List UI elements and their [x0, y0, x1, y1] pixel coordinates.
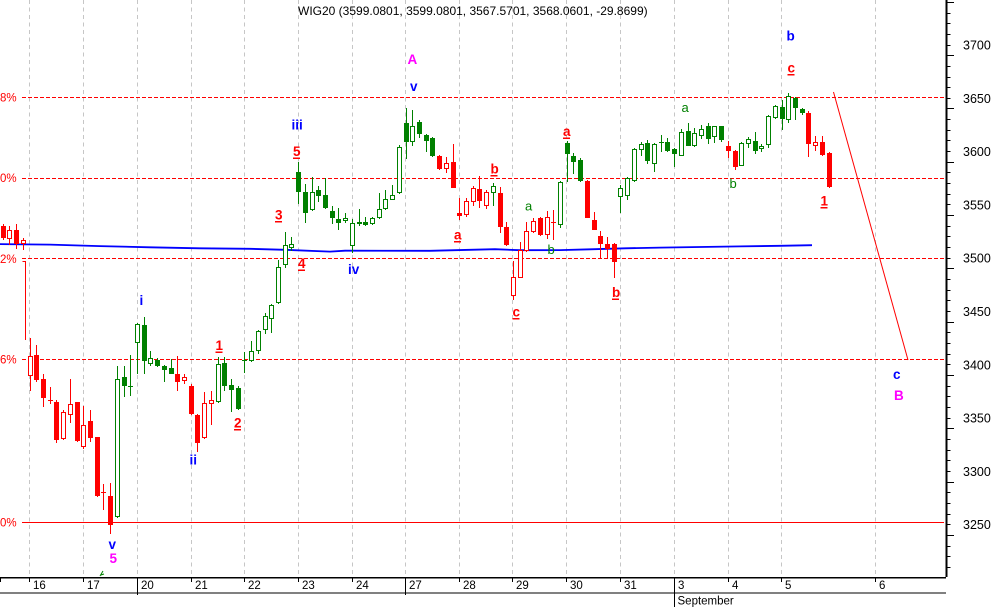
svg-text:B: B [894, 388, 904, 403]
svg-text:5: 5 [785, 580, 791, 592]
svg-text:29: 29 [516, 580, 529, 592]
svg-text:2: 2 [234, 416, 242, 431]
svg-text:1: 1 [821, 194, 829, 209]
svg-text:iv: iv [348, 262, 360, 277]
svg-text:1: 1 [216, 338, 224, 353]
svg-text:31: 31 [624, 580, 637, 592]
svg-text:5: 5 [293, 144, 301, 159]
svg-text:i: i [140, 293, 144, 308]
svg-text:3700: 3700 [963, 39, 991, 53]
svg-text:a: a [563, 124, 571, 139]
svg-text:v: v [109, 537, 117, 552]
svg-text:b: b [491, 162, 499, 177]
svg-text:3: 3 [678, 580, 684, 592]
svg-text:8%: 8% [0, 93, 17, 105]
svg-text:3: 3 [275, 208, 283, 223]
svg-text:WIG20 (3599.0801, 3599.0801, 3: WIG20 (3599.0801, 3599.0801, 3567.5701, … [298, 4, 648, 18]
svg-text:c: c [788, 61, 796, 76]
svg-text:0%: 0% [0, 518, 17, 530]
svg-text:24: 24 [356, 580, 369, 592]
svg-text:30: 30 [570, 580, 583, 592]
svg-text:28: 28 [463, 580, 476, 592]
svg-text:b: b [548, 242, 555, 257]
svg-text:3400: 3400 [963, 358, 991, 372]
svg-text:22: 22 [248, 580, 261, 592]
svg-text:21: 21 [195, 580, 208, 592]
svg-text:3350: 3350 [963, 412, 991, 426]
svg-text:16: 16 [33, 580, 46, 592]
svg-text:c: c [513, 305, 521, 320]
svg-text:4: 4 [298, 256, 306, 271]
svg-text:0%: 0% [0, 173, 17, 185]
svg-text:6%: 6% [0, 355, 17, 367]
svg-text:3300: 3300 [963, 465, 991, 479]
svg-text:3650: 3650 [963, 92, 991, 106]
svg-text:3600: 3600 [963, 145, 991, 159]
svg-text:b: b [787, 29, 795, 44]
svg-text:a: a [682, 100, 690, 115]
svg-text:6: 6 [879, 580, 885, 592]
svg-text:2%: 2% [0, 254, 17, 266]
svg-text:September: September [678, 596, 734, 608]
svg-text:27: 27 [409, 580, 422, 592]
svg-text:3450: 3450 [963, 305, 991, 319]
svg-text:17: 17 [87, 580, 100, 592]
svg-text:c: c [893, 367, 901, 382]
svg-text:b: b [612, 285, 620, 300]
svg-text:3550: 3550 [963, 198, 991, 212]
svg-text:3250: 3250 [963, 518, 991, 532]
svg-text:ii: ii [190, 453, 198, 468]
svg-text:a: a [454, 228, 462, 243]
svg-text:b: b [730, 176, 737, 191]
svg-text:A: A [408, 52, 418, 67]
svg-text:5: 5 [110, 551, 118, 566]
svg-text:a: a [525, 199, 533, 214]
svg-text:20: 20 [141, 580, 154, 592]
svg-text:v: v [410, 79, 418, 94]
svg-text:3500: 3500 [963, 252, 991, 266]
svg-text:4: 4 [732, 580, 739, 592]
svg-text:iii: iii [292, 118, 303, 133]
svg-text:23: 23 [302, 580, 315, 592]
